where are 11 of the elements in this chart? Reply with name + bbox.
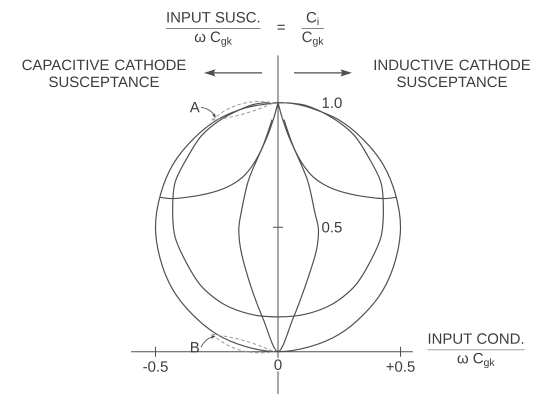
x-tick-label: +0.5: [386, 361, 415, 372]
x-tick-label: 0: [274, 359, 282, 370]
x-axis-title: $\frac{\text{INPUT COND.}}{\text{ω C}_{\text{gk}}}$: [427, 333, 525, 368]
annotation: A: [190, 102, 200, 112]
y-axis-title: $\frac{\text{INPUT SUSC.}}{\text{ω C}_{\text{gk}}}\quad\text{=}\quad\frac{\text{C}_{\text{i}}}{\text{C}_{\text{gk}}}$: [166, 12, 324, 47]
x-tick-label: -0.5: [143, 361, 168, 372]
annotation: B: [190, 342, 199, 352]
annotation: CAPACITIVE CATHODE SUSCEPTANCE: [22, 60, 186, 88]
y-tick-label: 1.0: [322, 97, 342, 108]
y-tick-label: 0.5: [322, 222, 342, 232]
annotation: INDUCTIVE CATHODE SUSCEPTANCE: [374, 60, 530, 88]
